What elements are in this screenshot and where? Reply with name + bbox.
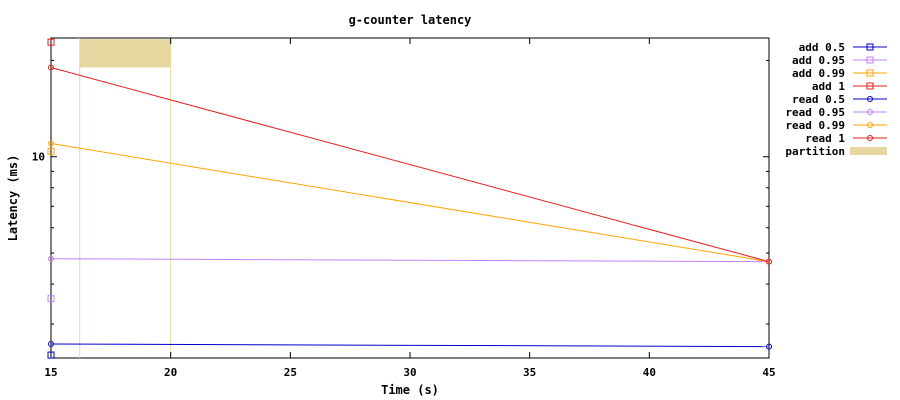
legend-label: read 0.99 [785,119,845,132]
legend-entry: read 0.5 [792,93,887,106]
legend-label: read 1 [805,132,845,145]
x-tick-label: 45 [762,366,775,379]
legend-label: add 0.95 [792,54,845,67]
y-axis-label: Latency (ms) [6,155,20,242]
legend-entry: read 0.99 [785,119,887,132]
data-point-circle [766,258,772,265]
data-point-square [866,43,874,51]
legend-label: add 0.5 [799,41,845,54]
partition-layer [79,38,172,358]
series-line [50,143,770,263]
x-axis: 15 20 25 30 35 40 45 [44,38,776,379]
series-add-0-5 [47,351,55,359]
partition-band [79,39,171,68]
series-read-0-95 [48,255,772,265]
data-point-square [47,295,55,303]
legend-entry: add 0.95 [792,54,887,67]
x-tick-label: 25 [284,366,297,379]
legend-label: read 0.5 [792,93,845,106]
legend-entry: read 0.95 [785,106,887,119]
data-point-square [866,82,874,90]
series-line [50,67,770,263]
x-tick-label: 40 [643,366,656,379]
legend-entry-partition: partition [785,145,887,158]
data-point-square [866,69,874,77]
legend-label: partition [785,145,845,158]
x-tick-label: 20 [164,366,177,379]
series-add-0-95 [47,295,55,303]
series-read-1 [48,64,772,265]
x-tick-label: 35 [523,366,536,379]
series-line [50,258,770,263]
legend-label: add 1 [812,80,845,93]
data-point-circle [48,64,54,71]
series-layer [47,38,772,359]
legend-label: read 0.95 [785,106,845,119]
y-axis: 10 [32,59,769,325]
plot-frame [50,37,770,359]
data-point-circle [48,340,54,347]
legend-partition-swatch [850,147,887,155]
data-point-square [866,56,874,64]
x-axis-label: Time (s) [381,383,439,397]
series-line [50,343,770,348]
data-point-circle [867,122,873,128]
data-point-square [47,38,55,46]
data-point-square [47,351,55,359]
legend-entry: add 0.5 [799,41,887,54]
data-point-circle [48,255,54,262]
series-read-0-99 [48,140,772,265]
x-tick-label: 30 [403,366,416,379]
legend-entry: read 1 [805,132,887,145]
series-add-1 [47,38,55,46]
legend-entry: add 0.99 [792,67,887,80]
x-tick-label: 15 [44,366,57,379]
data-point-circle [48,140,54,147]
data-point-circle [766,343,772,350]
plot-area [50,37,770,359]
data-point-circle [867,109,873,115]
y-tick-label: 10 [32,151,45,164]
legend-entry: add 1 [812,80,887,93]
data-point-square [47,147,55,155]
chart-title: g-counter latency [349,13,472,27]
data-point-circle [867,135,873,141]
series-add-0-99 [47,147,55,155]
series-read-0-5 [48,340,772,350]
data-point-circle [867,96,873,102]
legend-label: add 0.99 [792,67,845,80]
